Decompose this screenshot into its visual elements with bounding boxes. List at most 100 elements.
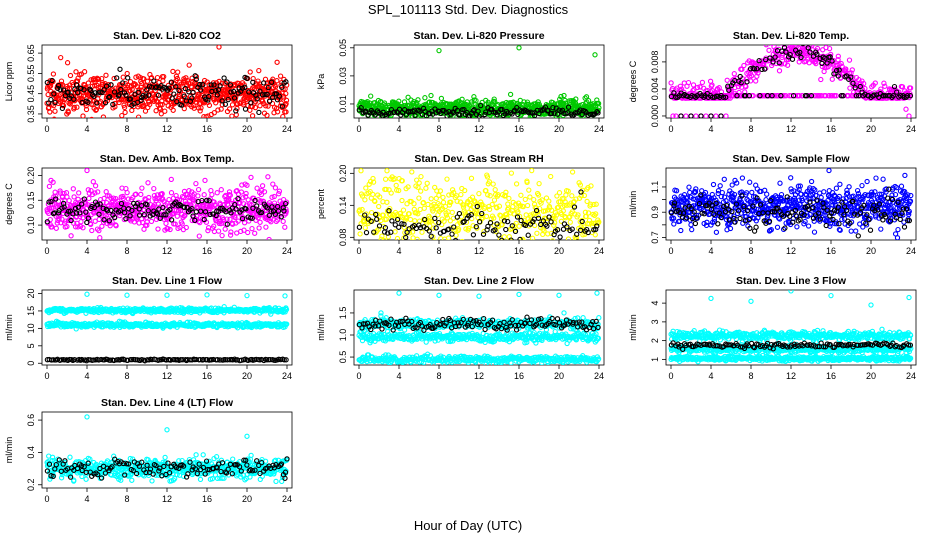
data-point — [821, 189, 827, 195]
data-point — [587, 201, 594, 207]
data-point — [518, 217, 524, 224]
x-tick-label: 8 — [124, 371, 129, 381]
data-point — [189, 95, 195, 101]
data-point — [372, 112, 378, 118]
data-point — [450, 110, 457, 116]
data-point — [765, 212, 771, 218]
data-point — [168, 176, 174, 183]
data-point — [227, 216, 233, 222]
data-point — [388, 229, 394, 235]
data-point — [741, 203, 747, 210]
data-point — [213, 87, 219, 94]
data-point — [242, 74, 248, 81]
data-point — [538, 221, 544, 228]
data-point — [864, 212, 870, 218]
data-point — [181, 204, 188, 211]
data-point — [391, 109, 398, 115]
data-point — [885, 195, 891, 201]
data-point — [134, 216, 140, 222]
data-point — [211, 223, 217, 229]
data-point — [754, 195, 760, 201]
data-point — [878, 226, 884, 232]
data-point — [903, 206, 910, 212]
data-point — [111, 75, 117, 82]
data-point — [753, 224, 759, 230]
data-point — [382, 176, 389, 182]
data-point — [415, 97, 421, 103]
data-point — [720, 94, 727, 100]
data-point — [860, 219, 867, 225]
data-point — [268, 219, 274, 225]
data-point — [901, 224, 908, 230]
data-point — [813, 192, 819, 199]
data-point — [222, 101, 229, 107]
data-point — [790, 219, 796, 225]
data-point — [438, 95, 445, 102]
data-point — [269, 94, 276, 101]
data-point — [693, 212, 700, 219]
data-point — [242, 215, 249, 222]
data-point — [275, 208, 282, 214]
x-tick-label: 12 — [162, 246, 172, 256]
data-point — [694, 215, 700, 221]
data-point — [392, 222, 398, 228]
data-point — [405, 184, 411, 190]
data-point — [129, 207, 135, 214]
data-point — [166, 216, 172, 222]
data-point — [66, 197, 72, 204]
data-point — [182, 94, 189, 101]
data-point — [446, 202, 453, 208]
data-point — [855, 233, 861, 239]
data-point — [271, 193, 277, 200]
data-point — [125, 75, 131, 81]
data-point — [84, 219, 90, 226]
x-tick-label: 8 — [124, 124, 129, 134]
data-point — [58, 54, 64, 61]
y-tick-label: 0.15 — [26, 192, 36, 210]
data-point — [362, 225, 368, 231]
x-tick-label: 12 — [786, 124, 796, 134]
data-point — [53, 225, 59, 231]
data-point — [451, 224, 457, 230]
data-point — [692, 220, 699, 227]
data-point — [516, 45, 522, 51]
data-point — [186, 188, 192, 194]
data-point — [831, 71, 837, 77]
data-point — [470, 232, 477, 238]
data-point — [434, 188, 440, 194]
data-point — [808, 178, 815, 185]
data-point — [358, 168, 364, 174]
data-point — [777, 216, 783, 222]
data-point — [541, 228, 547, 234]
data-point — [789, 45, 795, 48]
data-point — [373, 211, 379, 218]
data-point — [536, 180, 542, 187]
data-point — [182, 77, 188, 84]
data-point — [578, 189, 584, 195]
data-point — [86, 195, 92, 202]
data-point — [216, 208, 222, 214]
data-point — [512, 228, 519, 235]
x-tick-label: 0 — [668, 246, 673, 256]
y-tick-label: 0.008 — [650, 51, 660, 74]
data-point — [882, 83, 888, 89]
data-point — [833, 221, 840, 227]
data-point — [162, 108, 168, 114]
data-point — [183, 224, 189, 231]
data-point — [172, 221, 178, 227]
data-point — [155, 226, 161, 232]
data-point — [283, 109, 289, 115]
data-point — [90, 179, 96, 185]
data-point — [805, 45, 811, 51]
data-point — [215, 228, 222, 234]
data-point — [827, 213, 833, 219]
data-point — [96, 211, 102, 217]
data-point — [502, 192, 508, 199]
data-point — [558, 218, 565, 224]
panel-3: Stan. Dev. Li-820 Temp.degrees C0 4 8 12 16 2… — [628, 30, 917, 134]
data-point — [517, 236, 523, 240]
data-point — [75, 224, 81, 230]
data-point — [122, 109, 128, 116]
data-point — [569, 226, 575, 232]
data-point — [731, 71, 737, 77]
